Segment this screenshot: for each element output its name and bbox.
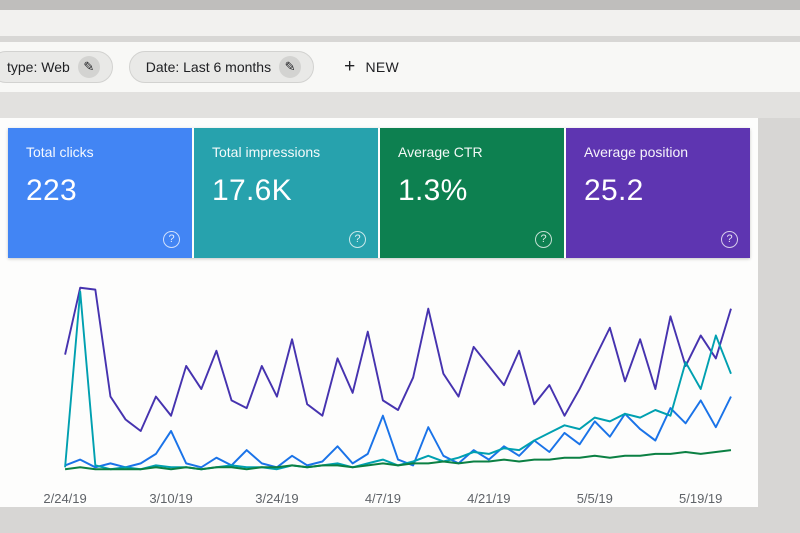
x-axis-tick: 5/19/19: [679, 491, 723, 506]
edit-icon[interactable]: ✎: [279, 56, 302, 78]
metric-card-value: 25.2: [584, 174, 644, 207]
performance-chart: [64, 286, 732, 471]
x-axis-tick: 3/24/19: [255, 491, 299, 506]
help-icon[interactable]: ?: [721, 231, 738, 248]
bezel-strip-top: [0, 0, 800, 10]
chart-x-axis: 2/24/19 3/10/19 3/24/19 4/7/19 4/21/19 5…: [8, 489, 750, 511]
metric-card-total-clicks[interactable]: Total clicks 223 ?: [8, 128, 192, 258]
metric-card-average-position[interactable]: Average position 25.2 ?: [566, 128, 750, 258]
metric-card-label: Total clicks: [26, 144, 94, 160]
metric-card-value: 1.3%: [398, 174, 468, 207]
x-axis-tick: 2/24/19: [43, 491, 87, 506]
new-filter-label: NEW: [365, 59, 400, 75]
metric-card-label: Average CTR: [398, 144, 483, 160]
metric-card-label: Average position: [584, 144, 689, 160]
page-background-band: [0, 92, 800, 118]
metric-cards-row: Total clicks 223 ? Total impressions 17.…: [8, 128, 750, 258]
performance-panel: Total clicks 223 ? Total impressions 17.…: [0, 118, 758, 507]
filter-chip-type-label: type: Web: [7, 59, 70, 75]
plus-icon: +: [344, 56, 356, 77]
help-icon[interactable]: ?: [349, 231, 366, 248]
bezel-strip-light: [0, 10, 800, 36]
metric-card-total-impressions[interactable]: Total impressions 17.6K ?: [194, 128, 378, 258]
metric-card-label: Total impressions: [212, 144, 321, 160]
chart-area: [8, 278, 750, 483]
x-axis-tick: 3/10/19: [149, 491, 193, 506]
x-axis-tick: 5/5/19: [576, 491, 613, 506]
new-filter-button[interactable]: + NEW: [344, 56, 399, 78]
help-icon[interactable]: ?: [535, 231, 552, 248]
filter-chip-date-label: Date: Last 6 months: [145, 59, 272, 75]
metric-card-value: 17.6K: [212, 174, 292, 207]
browser-edge-strip: [0, 36, 800, 42]
metric-card-value: 223: [26, 174, 77, 207]
help-icon[interactable]: ?: [163, 231, 180, 248]
edit-icon[interactable]: ✎: [77, 56, 100, 78]
x-axis-tick: 4/21/19: [467, 491, 511, 506]
metric-card-average-ctr[interactable]: Average CTR 1.3% ?: [380, 128, 564, 258]
filter-chip-date-range[interactable]: Date: Last 6 months ✎: [128, 51, 315, 83]
filter-chip-search-type[interactable]: type: Web ✎: [0, 51, 113, 83]
x-axis-tick: 4/7/19: [364, 491, 401, 506]
filter-bar: type: Web ✎ Date: Last 6 months ✎ + NEW: [0, 42, 800, 92]
